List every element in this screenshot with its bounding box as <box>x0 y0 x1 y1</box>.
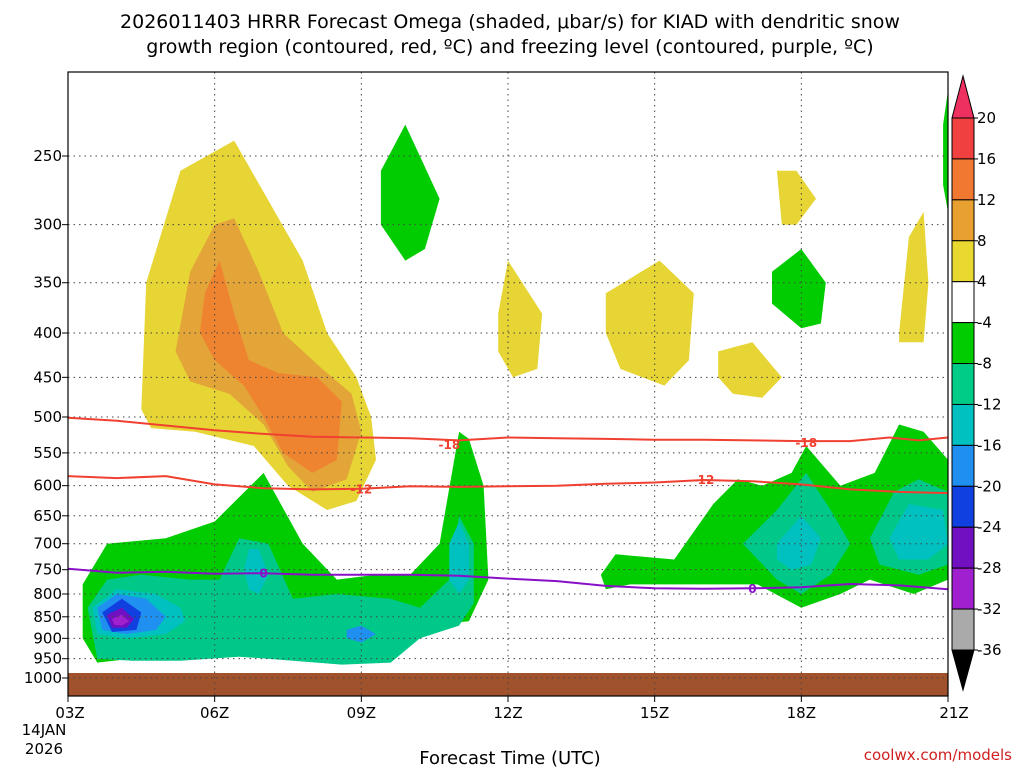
x-tick-label: 09Z <box>347 704 376 722</box>
omega-region <box>200 260 342 473</box>
colorbar-label: 4 <box>977 273 987 291</box>
omega-region <box>776 170 816 225</box>
colorbar-segment <box>951 117 975 160</box>
colorbar-segment <box>951 444 975 487</box>
colorbar-segment <box>951 608 975 651</box>
x-axis: 03Z 06Z 09Z 12Z 15Z 18Z 21Z <box>55 696 969 722</box>
colorbar-segment <box>951 240 975 283</box>
omega-region <box>112 614 130 626</box>
omega-region <box>772 249 826 329</box>
y-tick-label: 350 <box>33 274 62 292</box>
colorbar-label: -20 <box>977 477 1002 495</box>
contour-dgz_-18 <box>68 416 948 443</box>
y-tick-label: 650 <box>33 507 62 525</box>
colorbar-segment <box>951 526 975 569</box>
omega-fills <box>82 90 948 665</box>
omega-region <box>380 124 440 261</box>
omega-region <box>943 90 948 212</box>
colorbar-label: -12 <box>977 395 1002 413</box>
omega-region <box>87 515 474 665</box>
colorbar-label: 16 <box>977 150 996 168</box>
y-tick-label: 900 <box>33 629 62 647</box>
y-tick-label: 500 <box>33 408 62 426</box>
y-tick-label: 850 <box>33 608 62 626</box>
colorbar-segment <box>951 281 975 324</box>
colorbar-segment <box>951 322 975 365</box>
y-tick-label: 400 <box>33 324 62 342</box>
colorbar: 20 16 12 8 4 -4 -8 -12 -16 -20 -24 -28 -32 -36 <box>951 74 1002 692</box>
x-tick-label: 18Z <box>787 704 816 722</box>
colorbar-label: 8 <box>977 232 987 250</box>
x-tick-label: 06Z <box>200 704 229 722</box>
x-tick-label: 03Z <box>55 704 84 722</box>
x-tick-label: 12Z <box>493 704 522 722</box>
colorbar-label: -36 <box>977 641 1002 659</box>
omega-region <box>244 549 269 594</box>
y-tick-label: 1000 <box>24 669 62 687</box>
contour-dgz_-12 <box>68 475 948 495</box>
omega-region <box>889 504 948 560</box>
colorbar-top-arrow <box>951 74 975 119</box>
colorbar-label: -32 <box>977 600 1002 618</box>
colorbar-label: -16 <box>977 436 1002 454</box>
colorbar-label: -28 <box>977 559 1002 577</box>
watermark: coolwx.com/models <box>864 746 1012 764</box>
contour-label: -18 <box>438 438 460 452</box>
colorbar-segment <box>951 485 975 528</box>
contour-label: 0 <box>259 567 267 581</box>
contour-label: 0 <box>748 582 756 596</box>
y-tick-label: 300 <box>33 216 62 234</box>
chart-title-line2: growth region (contoured, red, ºC) and f… <box>146 36 873 58</box>
colorbar-segment <box>951 403 975 446</box>
x-date-label-line2: 2026 <box>25 740 63 758</box>
y-tick-label: 450 <box>33 368 62 386</box>
colorbar-label: 12 <box>977 191 996 209</box>
omega-region <box>899 211 929 343</box>
omega-region <box>718 342 782 398</box>
colorbar-segment <box>951 158 975 201</box>
omega-region <box>605 260 694 386</box>
omega-region <box>776 515 821 570</box>
colorbar-segment <box>951 199 975 242</box>
colorbar-segment <box>951 567 975 610</box>
x-tick-label: 15Z <box>640 704 669 722</box>
contour-label: -12 <box>693 473 715 487</box>
y-tick-label: 250 <box>33 147 62 165</box>
contour-label: -12 <box>350 482 372 496</box>
y-tick-label: 950 <box>33 650 62 668</box>
contour-freezing_0 <box>68 567 948 591</box>
y-tick-label: 700 <box>33 535 62 553</box>
plot-area: -18 -18 -12 -12 0 0 <box>68 72 948 696</box>
colorbar-segment <box>951 363 975 405</box>
contour-lines: -18 -18 -12 -12 0 0 <box>68 416 948 596</box>
x-tick-label: 21Z <box>939 704 968 722</box>
ground-surface <box>68 673 948 696</box>
omega-region <box>498 260 543 378</box>
y-tick-label: 800 <box>33 585 62 603</box>
contour-label: -18 <box>795 436 817 450</box>
colorbar-label: -4 <box>977 314 992 332</box>
colorbar-label: -8 <box>977 355 992 373</box>
chart-title-line1: 2026011403 HRRR Forecast Omega (shaded, … <box>120 11 900 33</box>
y-axis: 250 300 350 400 450 500 550 600 650 700 750 800 850 9… <box>24 147 68 687</box>
y-tick-label: 600 <box>33 477 62 495</box>
y-tick-label: 750 <box>33 561 62 579</box>
colorbar-bottom-arrow <box>951 649 975 692</box>
colorbar-label: 20 <box>977 109 996 127</box>
y-tick-label: 550 <box>33 444 62 462</box>
grid-lines <box>68 72 948 696</box>
colorbar-label: -24 <box>977 518 1002 536</box>
x-axis-label: Forecast Time (UTC) <box>419 748 600 768</box>
x-date-label-line1: 14JAN <box>22 721 67 739</box>
